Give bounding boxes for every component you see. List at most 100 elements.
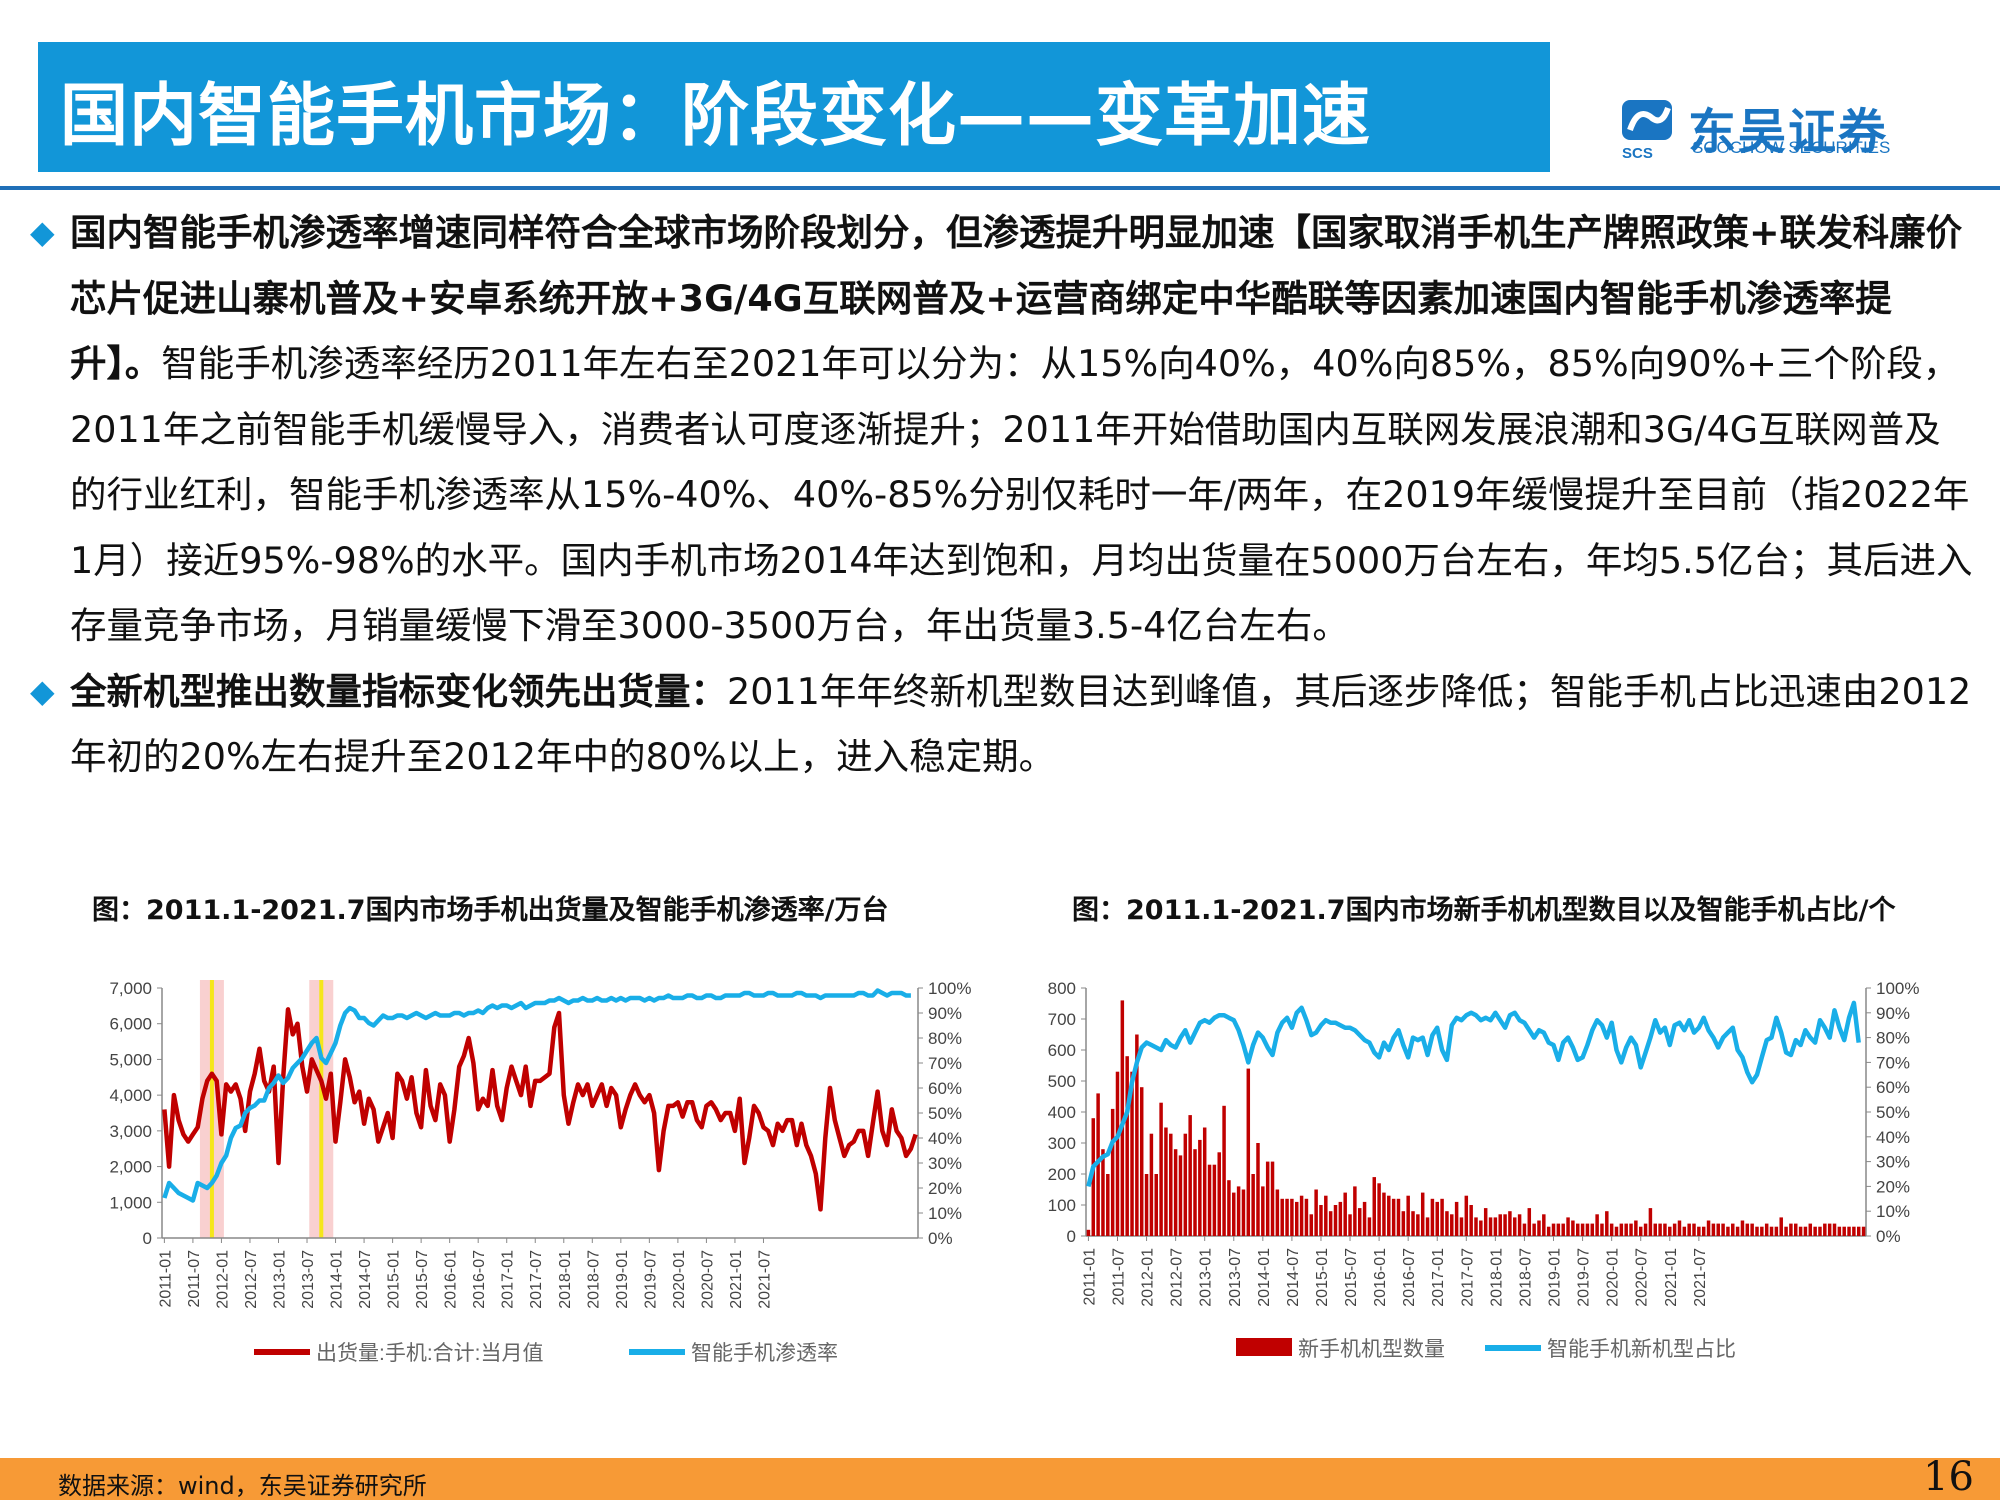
bar [1324, 1195, 1328, 1236]
bar [1357, 1208, 1362, 1236]
x-tick-label: 2013-07 [1227, 1248, 1244, 1307]
x-tick-label: 2011-01 [1081, 1248, 1098, 1306]
bar [1188, 1115, 1192, 1236]
bar [1450, 1214, 1454, 1236]
y-left-tick-label: 0 [143, 1229, 152, 1248]
bar [1764, 1223, 1769, 1236]
x-tick-label: 2013-01 [271, 1250, 288, 1309]
slide-title: 国内智能手机市场：阶段变化——变革加速 [60, 77, 1372, 156]
y-left-tick-label: 6,000 [109, 1015, 152, 1034]
y-right-tick-label: 70% [1876, 1053, 1910, 1072]
bar [1169, 1133, 1173, 1236]
bar [1464, 1195, 1469, 1236]
bar [1275, 1189, 1280, 1236]
bar [1532, 1223, 1536, 1236]
x-tick-label: 2016-01 [1372, 1248, 1389, 1307]
x-tick-label: 2021-07 [1692, 1248, 1709, 1307]
bar [1333, 1205, 1338, 1236]
bar [1498, 1214, 1502, 1236]
bar [1362, 1201, 1367, 1236]
bar [1367, 1217, 1372, 1236]
bar [1537, 1220, 1541, 1236]
y-right-tick-label: 20% [1876, 1177, 1910, 1196]
bar [1740, 1220, 1745, 1236]
x-tick-label: 2011-07 [1110, 1248, 1127, 1306]
bar [1551, 1223, 1556, 1236]
paragraph-2: ◆ 全新机型推出数量指标变化领先出货量：2011年年终新机型数目达到峰值，其后逐… [30, 659, 1975, 790]
bar [1198, 1139, 1202, 1236]
bar [1629, 1223, 1633, 1236]
bar [1101, 1149, 1105, 1236]
bar [1706, 1220, 1711, 1236]
x-tick-label: 2018-07 [1517, 1248, 1534, 1307]
bar [1115, 1071, 1120, 1236]
bar [1735, 1226, 1740, 1236]
bar [1658, 1223, 1662, 1236]
x-tick-label: 2017-07 [528, 1250, 545, 1309]
bar [1338, 1201, 1343, 1236]
y-left-tick-label: 5,000 [109, 1050, 152, 1069]
x-tick-label: 2021-01 [1663, 1248, 1680, 1307]
y-left-tick-label: 200 [1048, 1165, 1076, 1184]
y-left-tick-label: 1,000 [109, 1193, 152, 1212]
y-right-tick-label: 40% [1876, 1128, 1910, 1147]
bar [1653, 1223, 1657, 1236]
paragraph-2-text: 2011年年终新机型数目达到峰值，其后逐步降低；智能手机占比迅速由2012年初的… [70, 669, 1972, 779]
bar [1852, 1226, 1856, 1236]
bar [1614, 1226, 1619, 1236]
bar [1745, 1223, 1750, 1236]
x-tick-label: 2017-07 [1459, 1248, 1476, 1307]
x-tick-label: 2013-07 [300, 1250, 317, 1309]
bar [1382, 1192, 1386, 1236]
bar [1411, 1211, 1415, 1236]
bar [1760, 1226, 1764, 1236]
title-divider [0, 186, 2000, 190]
bar [1406, 1195, 1410, 1236]
bar [1488, 1217, 1493, 1236]
bar [1202, 1127, 1207, 1236]
y-right-tick-label: 0% [928, 1229, 953, 1248]
bar [1677, 1220, 1682, 1236]
y-right-tick-label: 90% [1876, 1004, 1910, 1023]
bar [1159, 1102, 1163, 1236]
y-right-tick-label: 50% [928, 1104, 962, 1123]
bar [1430, 1198, 1435, 1236]
bar [1193, 1149, 1197, 1236]
bar [1149, 1133, 1154, 1236]
bar [1566, 1217, 1570, 1236]
bar [1178, 1155, 1183, 1236]
x-tick-label: 2012-01 [214, 1250, 231, 1309]
x-tick-label: 2015-07 [1343, 1248, 1360, 1307]
bar [1575, 1223, 1580, 1236]
x-tick-label: 2011-01 [157, 1250, 174, 1308]
bar [1110, 1108, 1115, 1236]
bar [1832, 1223, 1837, 1236]
bar [1701, 1226, 1706, 1236]
bar [1682, 1226, 1687, 1236]
bar [1692, 1223, 1696, 1236]
bar [1091, 1118, 1096, 1236]
bar [1726, 1226, 1730, 1236]
paragraph-2-bold: 全新机型推出数量指标变化领先出货量： [70, 669, 727, 713]
legend-swatch [1236, 1338, 1292, 1356]
bar [1561, 1223, 1565, 1236]
y-right-tick-label: 0% [1876, 1227, 1901, 1246]
y-right-tick-label: 10% [928, 1204, 962, 1223]
bar [1154, 1174, 1158, 1236]
y-right-tick-label: 100% [928, 979, 971, 998]
x-tick-label: 2013-01 [1198, 1248, 1215, 1307]
bar [1638, 1226, 1643, 1236]
share-line [1086, 1000, 1861, 1187]
y-right-tick-label: 80% [1876, 1029, 1910, 1048]
bar [1493, 1217, 1498, 1236]
bar [1420, 1192, 1425, 1236]
bar [1256, 1143, 1260, 1236]
logo-chinese-name: 东吴证券 [1688, 104, 1889, 160]
bar [1280, 1198, 1284, 1236]
x-tick-label: 2012-01 [1140, 1248, 1157, 1307]
y-right-tick-label: 30% [928, 1154, 962, 1173]
bar [1503, 1214, 1507, 1236]
bar [1842, 1226, 1846, 1236]
bar [1435, 1201, 1439, 1236]
diamond-bullet-icon: ◆ [30, 671, 55, 710]
